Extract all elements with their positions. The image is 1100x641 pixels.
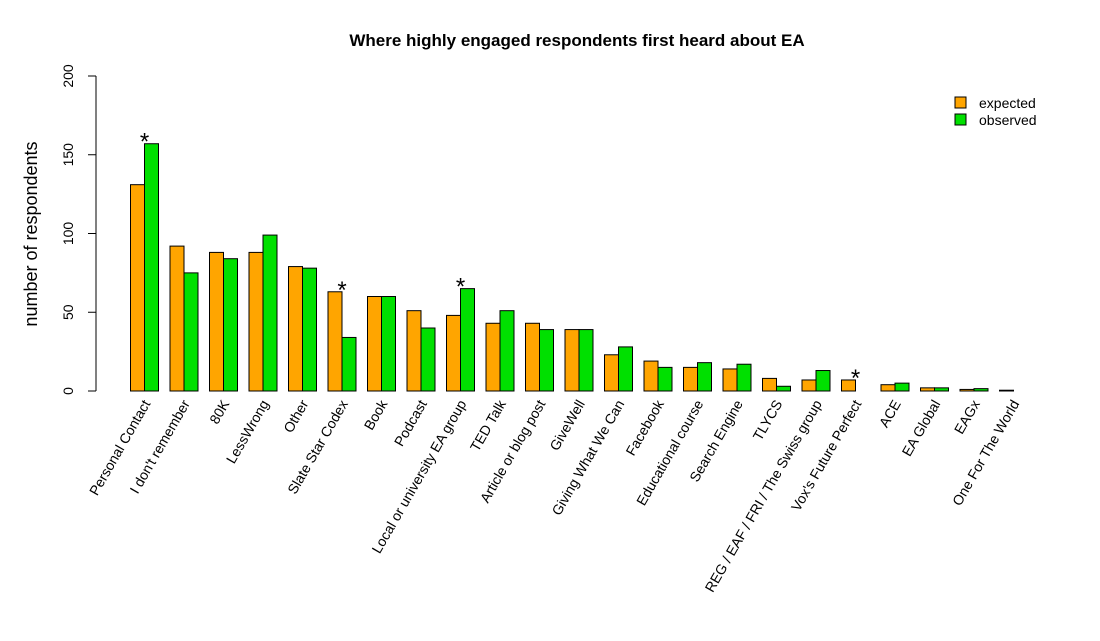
bar-expected xyxy=(367,296,382,392)
bar-observed xyxy=(894,382,910,392)
bar-expected xyxy=(762,377,777,392)
significance-star: * xyxy=(456,274,465,301)
x-tick-label: Podcast xyxy=(391,397,430,449)
bar-expected xyxy=(288,266,303,392)
y-tick-label: 150 xyxy=(60,143,76,167)
bar-expected xyxy=(880,384,896,392)
significance-star: * xyxy=(337,277,346,304)
bar-observed xyxy=(302,267,317,392)
legend-swatch-expected xyxy=(954,96,967,109)
significance-star: * xyxy=(140,129,149,156)
bar-observed xyxy=(973,388,989,392)
x-tick-label: Book xyxy=(361,396,391,433)
bar-expected xyxy=(959,388,975,392)
bar-observed xyxy=(381,296,396,392)
bar-expected xyxy=(209,251,224,392)
bar-expected xyxy=(564,329,580,392)
bar-expected xyxy=(801,379,817,392)
bar-expected xyxy=(327,291,343,392)
y-tick-label: 50 xyxy=(60,304,76,320)
bar-expected xyxy=(683,366,698,392)
x-tick-label: EAGx xyxy=(951,397,983,437)
bar-expected xyxy=(525,322,540,392)
bar-expected xyxy=(446,314,461,392)
y-tick-label: 0 xyxy=(60,387,76,395)
bar-expected xyxy=(722,368,738,392)
bar-observed xyxy=(420,327,436,392)
x-tick-label: Giving What We Can xyxy=(548,397,627,518)
bar-observed xyxy=(736,363,752,392)
bar-observed xyxy=(934,387,949,392)
legend-swatch-observed xyxy=(954,113,967,126)
bar-expected xyxy=(999,389,1014,392)
bar-expected xyxy=(406,310,422,392)
bar-observed xyxy=(539,329,554,392)
bar-observed xyxy=(499,310,515,392)
bar-expected xyxy=(485,322,501,392)
chart-title: Where highly engaged respondents first h… xyxy=(349,31,804,50)
bar-expected xyxy=(130,184,145,392)
bar-expected xyxy=(841,379,856,392)
legend-label-observed: observed xyxy=(979,112,1037,128)
x-tick-label: TLYCS xyxy=(750,397,786,443)
bar-observed xyxy=(144,143,159,392)
bar-expected xyxy=(920,387,935,392)
legend-label-expected: expected xyxy=(979,95,1036,111)
bar-observed xyxy=(223,258,238,392)
bar-observed xyxy=(578,329,594,392)
x-tick-label: EA Global xyxy=(898,397,943,459)
bar-observed xyxy=(460,288,475,392)
bar-observed xyxy=(341,336,357,392)
bar-observed xyxy=(183,272,199,392)
bar-observed xyxy=(657,366,673,392)
y-tick-label: 100 xyxy=(60,222,76,246)
bar-expected xyxy=(643,360,659,392)
x-tick-label: GiveWell xyxy=(546,397,588,453)
bars xyxy=(130,143,1014,392)
bar-observed xyxy=(776,385,791,392)
y-tick-label: 200 xyxy=(60,64,76,88)
bar-observed xyxy=(815,370,831,392)
bar-expected xyxy=(604,354,619,392)
bar-expected xyxy=(248,251,264,392)
x-tick-label: Other xyxy=(280,397,312,436)
x-tick-label: Vox's Future Perfect xyxy=(788,397,865,514)
significance-star: * xyxy=(851,365,860,392)
significance-annotations: * * * * xyxy=(140,129,860,392)
x-tick-label: ACE xyxy=(876,397,904,430)
bar-observed xyxy=(618,346,633,392)
bar-expected xyxy=(169,245,185,392)
bar-observed xyxy=(262,234,278,392)
y-axis: 0 50 100 150 200 xyxy=(60,64,97,395)
x-tick-label: TED Talk xyxy=(467,396,510,454)
y-axis-label: number of respondents xyxy=(21,141,41,326)
x-tick-label: Facebook xyxy=(622,396,667,458)
bar-observed xyxy=(697,362,712,392)
x-tick-label: 80K xyxy=(206,396,233,426)
